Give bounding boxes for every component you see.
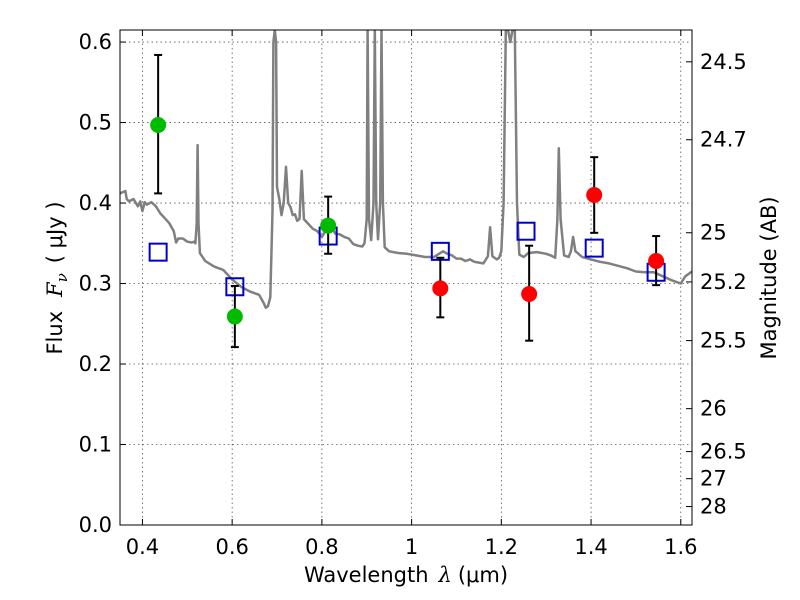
x-axis-label-symbol: λ bbox=[438, 563, 452, 587]
magnitude-tick-label: 27 bbox=[700, 467, 727, 491]
y-tick-label: 0.1 bbox=[79, 433, 112, 457]
y-tick-label: 0.6 bbox=[79, 30, 112, 54]
magnitude-tick-label: 25.5 bbox=[700, 329, 747, 353]
observed-optical-point bbox=[320, 217, 337, 234]
magnitude-tick-label: 25.2 bbox=[700, 270, 747, 294]
y-tick-label: 0.5 bbox=[79, 111, 112, 135]
magnitude-tick-label: 26 bbox=[700, 397, 727, 421]
y-tick-label: 0.4 bbox=[79, 191, 112, 215]
y-axis-label-subscript: ν bbox=[53, 273, 71, 282]
y-axis-label-symbol: F bbox=[43, 281, 67, 298]
x-tick-label: 0.4 bbox=[126, 535, 159, 559]
x-axis-label: Wavelength λ (μm) bbox=[304, 563, 508, 587]
model-photometry-square bbox=[516, 221, 536, 241]
observed-nir-point bbox=[586, 187, 603, 203]
x-axis-label-text: Wavelength bbox=[304, 563, 429, 587]
y-axis-label-text: Flux bbox=[43, 311, 67, 355]
marks-layer bbox=[148, 53, 666, 349]
magnitude-tick-label: 28 bbox=[700, 495, 727, 519]
y-tick-label: 0.3 bbox=[79, 272, 112, 296]
spectrum-layer bbox=[120, 30, 692, 309]
x-tick-label: 1 bbox=[405, 535, 418, 559]
grid-lines bbox=[120, 30, 692, 525]
model-photometry-square bbox=[148, 242, 168, 262]
y-tick-label: 0.2 bbox=[79, 352, 112, 376]
model-spectrum-line bbox=[120, 30, 692, 309]
observed-nir-point bbox=[432, 280, 449, 297]
observed-nir-point bbox=[521, 286, 538, 302]
x-tick-label: 1.2 bbox=[485, 535, 518, 559]
x-axis-ticks: 0.4 0.6 0.8 1 1.2 1.4 1.6 bbox=[126, 30, 697, 559]
observed-optical-point bbox=[226, 308, 243, 325]
y-axis-label: Flux Fν ( μJy ) bbox=[43, 201, 71, 354]
observed-nir-point bbox=[648, 253, 665, 269]
magnitude-axis-ticks: 24.5 24.7 25 25.2 25.5 26 26.5 27 28 bbox=[686, 50, 747, 519]
x-tick-label: 0.6 bbox=[215, 535, 248, 559]
x-axis-label-unit: (μm) bbox=[458, 563, 508, 587]
model-photometry-square bbox=[584, 238, 604, 258]
y-axis-label-unit: ( μJy ) bbox=[43, 201, 67, 263]
magnitude-tick-label: 24.5 bbox=[700, 50, 747, 74]
magnitude-tick-label: 25 bbox=[700, 221, 727, 245]
plot-frame bbox=[119, 29, 693, 526]
x-tick-label: 0.8 bbox=[305, 535, 338, 559]
x-tick-label: 1.6 bbox=[664, 535, 697, 559]
y-axis-ticks: 0.0 0.1 0.2 0.3 0.4 0.5 0.6 bbox=[79, 30, 126, 537]
magnitude-tick-label: 24.7 bbox=[700, 128, 747, 152]
right-axis-label: Magnitude (AB) bbox=[757, 196, 781, 359]
x-tick-label: 1.4 bbox=[574, 535, 607, 559]
magnitude-tick-label: 26.5 bbox=[700, 440, 747, 464]
y-tick-label: 0.0 bbox=[79, 513, 112, 537]
observed-optical-point bbox=[150, 116, 167, 133]
